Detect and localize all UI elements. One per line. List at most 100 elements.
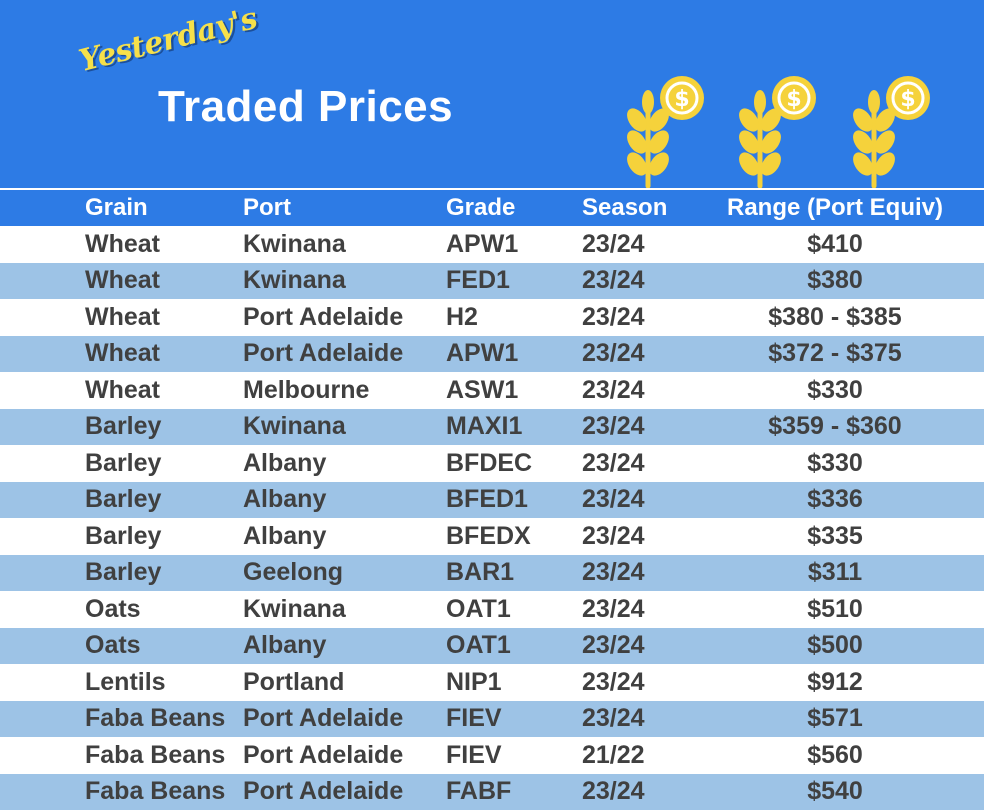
cell-range: $380 <box>807 266 863 295</box>
cell-port: Portland <box>243 667 345 696</box>
cell-grain: Barley <box>85 558 162 587</box>
cell-range: $311 <box>807 558 863 587</box>
page-title: Traded Prices <box>158 82 454 131</box>
cell-season: 23/24 <box>582 412 645 441</box>
cell-port: Geelong <box>243 558 344 587</box>
cell-grain: Lentils <box>85 667 166 696</box>
column-header-port: Port <box>243 194 291 221</box>
cell-grade: OAT1 <box>446 631 511 660</box>
cell-range: $335 <box>807 521 863 550</box>
cell-range: $372 - $375 <box>768 339 902 368</box>
cell-range: $540 <box>807 777 863 806</box>
cell-port: Kwinana <box>243 229 346 258</box>
cell-grade: BAR1 <box>446 558 515 587</box>
cell-port: Kwinana <box>243 594 346 623</box>
cell-season: 23/24 <box>582 485 645 514</box>
cell-grain: Faba Beans <box>85 777 226 806</box>
grain-coin-icon: $ <box>732 72 824 188</box>
cell-grade: H2 <box>446 302 478 331</box>
table-row: Barley Geelong BAR1 23/24 $311 <box>0 554 984 591</box>
cell-season: 23/24 <box>582 594 645 623</box>
cell-grade: MAXI1 <box>446 412 523 441</box>
cell-season: 23/24 <box>582 631 645 660</box>
table-row: Wheat Port Adelaide H2 23/24 $380 - $385 <box>0 299 984 336</box>
cell-port: Melbourne <box>243 375 370 404</box>
cell-range: $560 <box>807 740 863 769</box>
cell-range: $330 <box>807 448 863 477</box>
cell-range: $410 <box>807 229 863 258</box>
table-row: Oats Kwinana OAT1 23/24 $510 <box>0 591 984 628</box>
table-body: Wheat Kwinana APW1 23/24 $410 Wheat Kwinana FED… <box>0 226 984 810</box>
cell-range: $571 <box>807 704 863 733</box>
table-row: Faba Beans Port Adelaide FIEV 23/24 $571 <box>0 700 984 737</box>
svg-text:$: $ <box>900 87 915 112</box>
column-header-grade: Grade <box>446 194 516 221</box>
header-banner: Yesterday's Traded Prices $ <box>0 0 984 188</box>
cell-grade: APW1 <box>446 339 519 368</box>
cell-port: Port Adelaide <box>243 704 404 733</box>
cell-grain: Wheat <box>85 302 160 331</box>
cell-range: $336 <box>807 485 863 514</box>
cell-grain: Wheat <box>85 339 160 368</box>
cell-season: 23/24 <box>582 777 645 806</box>
table-row: Barley Albany BFEDX 23/24 $335 <box>0 518 984 555</box>
cell-grade: BFDEC <box>446 448 533 477</box>
table-row: Wheat Kwinana FED1 23/24 $380 <box>0 262 984 299</box>
cell-season: 23/24 <box>582 704 645 733</box>
table-row: Barley Albany BFDEC 23/24 $330 <box>0 445 984 482</box>
cell-season: 23/24 <box>582 521 645 550</box>
cell-grade: APW1 <box>446 229 519 258</box>
cell-range: $380 - $385 <box>768 302 902 331</box>
cell-season: 23/24 <box>582 375 645 404</box>
cell-port: Port Adelaide <box>243 777 404 806</box>
cell-port: Albany <box>243 448 327 477</box>
cell-grain: Barley <box>85 485 162 514</box>
cell-grain: Barley <box>85 448 162 477</box>
cell-port: Albany <box>243 521 327 550</box>
cell-season: 23/24 <box>582 266 645 295</box>
column-header-season: Season <box>582 194 668 221</box>
column-header-grain: Grain <box>85 194 148 221</box>
cell-grain: Oats <box>85 631 141 660</box>
cell-season: 23/24 <box>582 667 645 696</box>
cell-range: $359 - $360 <box>768 412 902 441</box>
svg-text:$: $ <box>674 87 689 112</box>
grain-coin-icon: $ <box>620 72 712 188</box>
table-row: Wheat Melbourne ASW1 23/24 $330 <box>0 372 984 409</box>
cell-grade: FABF <box>446 777 512 806</box>
cell-grade: OAT1 <box>446 594 511 623</box>
cell-season: 23/24 <box>582 448 645 477</box>
cell-grade: BFED1 <box>446 485 528 514</box>
cell-season: 23/24 <box>582 339 645 368</box>
cell-grain: Faba Beans <box>85 704 226 733</box>
cell-port: Albany <box>243 631 327 660</box>
table-row: Barley Albany BFED1 23/24 $336 <box>0 481 984 518</box>
cell-grade: FIEV <box>446 740 502 769</box>
header-subtitle: Yesterday's <box>75 1 261 79</box>
cell-range: $912 <box>807 667 863 696</box>
cell-season: 23/24 <box>582 558 645 587</box>
cell-grain: Faba Beans <box>85 740 226 769</box>
cell-grain: Oats <box>85 594 141 623</box>
cell-season: 21/22 <box>582 740 645 769</box>
cell-port: Kwinana <box>243 412 346 441</box>
table-row: Oats Albany OAT1 23/24 $500 <box>0 627 984 664</box>
cell-season: 23/24 <box>582 229 645 258</box>
table-row: Faba Beans Port Adelaide FABF 23/24 $540 <box>0 773 984 810</box>
table-row: Wheat Kwinana APW1 23/24 $410 <box>0 226 984 263</box>
cell-grade: FIEV <box>446 704 502 733</box>
cell-port: Port Adelaide <box>243 740 404 769</box>
cell-range: $510 <box>807 594 863 623</box>
cell-port: Port Adelaide <box>243 302 404 331</box>
cell-grain: Barley <box>85 412 162 441</box>
table-row: Wheat Port Adelaide APW1 23/24 $372 - $375 <box>0 335 984 372</box>
svg-text:$: $ <box>786 87 801 112</box>
cell-grain: Wheat <box>85 229 160 258</box>
cell-grade: NIP1 <box>446 667 502 696</box>
cell-grade: FED1 <box>446 266 510 295</box>
grain-coin-icon: $ <box>846 72 938 188</box>
table-row: Lentils Portland NIP1 23/24 $912 <box>0 664 984 701</box>
cell-grade: ASW1 <box>446 375 519 404</box>
cell-grain: Wheat <box>85 266 160 295</box>
